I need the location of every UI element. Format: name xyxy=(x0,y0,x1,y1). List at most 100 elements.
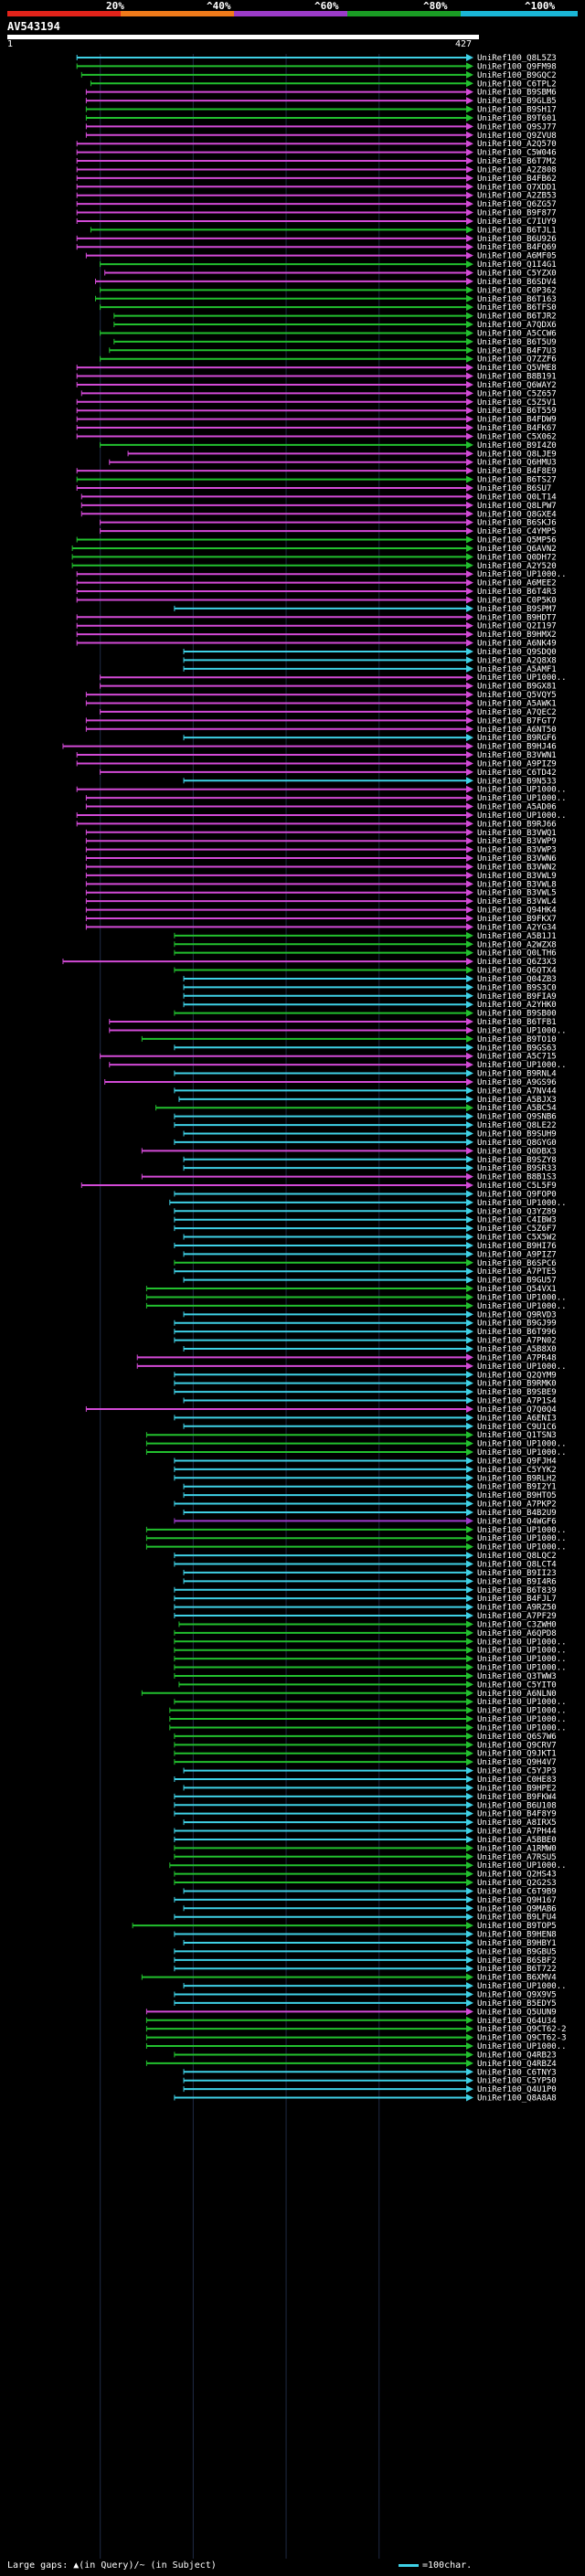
hit-row[interactable]: UniRef100_A6NK49 xyxy=(76,639,557,649)
hit-row[interactable]: UniRef100_C5YIT0 xyxy=(178,1680,557,1690)
hit-row[interactable]: UniRef100_C5Z6F7 xyxy=(174,1224,557,1234)
hit-row[interactable]: UniRef100_UP1000.. xyxy=(109,1061,567,1070)
hit-row[interactable]: UniRef100_B9GLB5 xyxy=(85,97,557,106)
hit-row[interactable]: UniRef100_B4FK67 xyxy=(76,424,557,433)
hit-row[interactable]: UniRef100_B9HTO5 xyxy=(183,1491,557,1500)
hit-row[interactable]: UniRef100_Q8LE22 xyxy=(174,1121,557,1130)
hit-row[interactable]: UniRef100_Q8GYG0 xyxy=(174,1138,557,1148)
hit-row[interactable]: UniRef100_B3VWQ1 xyxy=(85,828,557,838)
hit-row[interactable]: UniRef100_C5YZX0 xyxy=(104,269,557,279)
hit-row[interactable]: UniRef100_C6TNY3 xyxy=(183,2068,557,2077)
hit-row[interactable]: UniRef100_C5YJP3 xyxy=(183,1766,557,1776)
hit-row[interactable]: UniRef100_C0HE83 xyxy=(174,1776,557,1785)
hit-row[interactable]: UniRef100_C5X5W2 xyxy=(183,1233,557,1243)
hit-row[interactable]: UniRef100_Q2HS43 xyxy=(174,1870,557,1880)
hit-row[interactable]: UniRef100_Q7Q0Q4 xyxy=(85,1405,557,1415)
hit-row[interactable]: UniRef100_Q2I197 xyxy=(76,621,557,631)
hit-row[interactable]: UniRef100_A7P1S4 xyxy=(183,1396,557,1406)
hit-row[interactable]: UniRef100_B8B1S3 xyxy=(141,1172,557,1182)
hit-row[interactable]: UniRef100_Q0DH72 xyxy=(71,553,557,562)
hit-row[interactable]: UniRef100_UP1000.. xyxy=(169,1723,567,1733)
hit-row[interactable]: UniRef100_B9SH17 xyxy=(85,105,557,115)
hit-row[interactable]: UniRef100_B9HI76 xyxy=(174,1241,557,1251)
hit-row[interactable]: UniRef100_B9SB00 xyxy=(174,1009,557,1019)
hit-row[interactable]: UniRef100_B3VWL4 xyxy=(85,897,557,906)
hit-row[interactable]: UniRef100_C4YMP5 xyxy=(100,527,557,536)
hit-row[interactable]: UniRef100_A6MF05 xyxy=(85,251,557,261)
hit-row[interactable]: UniRef100_Q4WGF6 xyxy=(174,1517,557,1526)
hit-row[interactable]: UniRef100_A7QEC2 xyxy=(100,707,557,717)
hit-row[interactable]: UniRef100_Q6QTX4 xyxy=(174,966,557,976)
hit-row[interactable]: UniRef100_B6T4R3 xyxy=(76,588,557,597)
hit-row[interactable]: UniRef100_B9RNL4 xyxy=(174,1069,557,1079)
hit-row[interactable]: UniRef100_B9RGF6 xyxy=(183,734,557,743)
hit-row[interactable]: UniRef100_B9F877 xyxy=(76,208,557,218)
hit-row[interactable]: UniRef100_Q0LTH6 xyxy=(174,949,557,959)
hit-row[interactable]: UniRef100_Q6HMU3 xyxy=(109,458,557,468)
hit-row[interactable]: UniRef100_B9I4R6 xyxy=(183,1577,557,1586)
hit-row[interactable]: UniRef100_UP1000.. xyxy=(169,1715,567,1724)
hit-row[interactable]: UniRef100_B6T839 xyxy=(174,1585,557,1595)
hit-row[interactable]: UniRef100_C5W046 xyxy=(76,148,557,158)
hit-row[interactable]: UniRef100_Q94HK4 xyxy=(85,906,557,916)
hit-row[interactable]: UniRef100_Q0DBX3 xyxy=(141,1147,557,1156)
hit-row[interactable]: UniRef100_UP1000.. xyxy=(169,1706,567,1716)
hit-row[interactable]: UniRef100_A7PH44 xyxy=(174,1827,557,1837)
hit-row[interactable]: UniRef100_A2Q8X8 xyxy=(183,656,557,665)
hit-row[interactable]: UniRef100_Q9CT62-3 xyxy=(145,2033,567,2043)
hit-row[interactable]: UniRef100_B6SU7 xyxy=(76,484,551,493)
hit-row[interactable]: UniRef100_A2YHK0 xyxy=(183,1001,557,1010)
hit-row[interactable]: UniRef100_B3VWN1 xyxy=(76,751,557,760)
hit-row[interactable]: UniRef100_C0P362 xyxy=(100,286,557,295)
hit-row[interactable]: UniRef100_A7PR48 xyxy=(136,1353,557,1362)
hit-row[interactable]: UniRef100_B9HJ46 xyxy=(62,742,557,752)
hit-row[interactable]: UniRef100_Q3YZ89 xyxy=(174,1207,557,1216)
hit-row[interactable]: UniRef100_UP1000.. xyxy=(145,1439,567,1449)
hit-row[interactable]: UniRef100_C5YYK2 xyxy=(174,1465,557,1475)
hit-row[interactable]: UniRef100_Q2G2S3 xyxy=(174,1879,557,1888)
hit-row[interactable]: UniRef100_Q9ZVU8 xyxy=(85,131,557,141)
hit-row[interactable]: UniRef100_B9SUH9 xyxy=(183,1129,557,1140)
hit-row[interactable]: UniRef100_UP1000.. xyxy=(169,1198,567,1208)
hit-row[interactable]: UniRef100_UP1000.. xyxy=(174,1663,567,1673)
hit-row[interactable]: UniRef100_UP1000.. xyxy=(174,1698,567,1707)
hit-row[interactable]: UniRef100_UP1000.. xyxy=(183,1982,567,1991)
hit-row[interactable]: UniRef100_B6TJL1 xyxy=(90,226,557,235)
hit-row[interactable]: UniRef100_B9HPE2 xyxy=(183,1784,557,1793)
hit-row[interactable]: UniRef100_B9FKX7 xyxy=(85,915,557,924)
hit-row[interactable]: UniRef100_A5B8X0 xyxy=(183,1345,557,1354)
hit-row[interactable]: UniRef100_B9GU57 xyxy=(183,1276,557,1286)
hit-row[interactable]: UniRef100_B6U108 xyxy=(174,1801,557,1810)
hit-row[interactable]: UniRef100_B6SDV4 xyxy=(95,277,557,287)
hit-row[interactable]: UniRef100_A6NLN0 xyxy=(141,1689,557,1699)
hit-row[interactable]: UniRef100_A5BBE0 xyxy=(174,1835,557,1845)
hit-row[interactable]: UniRef100_B6TS27 xyxy=(76,475,557,485)
hit-row[interactable]: UniRef100_A9GS96 xyxy=(104,1077,557,1087)
hit-row[interactable]: UniRef100_UP1000.. xyxy=(109,1026,567,1035)
hit-row[interactable]: UniRef100_B9SBM6 xyxy=(85,88,557,98)
hit-row[interactable]: UniRef100_Q2QYM9 xyxy=(174,1371,557,1380)
hit-row[interactable]: UniRef100_C5Z5V1 xyxy=(76,398,557,408)
hit-row[interactable]: UniRef100_Q9JKT1 xyxy=(174,1749,557,1759)
hit-row[interactable]: UniRef100_B9HMX2 xyxy=(76,631,557,640)
hit-row[interactable]: UniRef100_B9SBE9 xyxy=(174,1388,557,1397)
hit-row[interactable]: UniRef100_A5BC54 xyxy=(155,1104,557,1113)
hit-row[interactable]: UniRef100_Q04ZB3 xyxy=(183,974,557,984)
hit-row[interactable]: UniRef100_B9GS63 xyxy=(174,1044,557,1053)
hit-row[interactable]: UniRef100_B6T559 xyxy=(76,407,557,416)
hit-row[interactable]: UniRef100_Q9RVD3 xyxy=(183,1310,557,1320)
hit-row[interactable]: UniRef100_Q9FOP0 xyxy=(174,1190,557,1199)
hit-row[interactable]: UniRef100_A2YG34 xyxy=(85,923,557,932)
hit-row[interactable]: UniRef100_UP1000.. xyxy=(145,1448,567,1458)
hit-row[interactable]: UniRef100_Q5UUN9 xyxy=(145,2008,557,2017)
hit-row[interactable]: UniRef100_B3VWL8 xyxy=(85,880,557,889)
hit-row[interactable]: UniRef100_B6T722 xyxy=(174,1965,557,1974)
hit-row[interactable]: UniRef100_B9FIA9 xyxy=(183,991,557,1002)
hit-row[interactable]: UniRef100_Q6ZG57 xyxy=(76,200,557,209)
hit-row[interactable]: UniRef100_B4FQ69 xyxy=(76,243,557,252)
hit-row[interactable]: UniRef100_Q4RB23 xyxy=(174,2051,557,2060)
hit-row[interactable]: UniRef100_B9GJ99 xyxy=(174,1319,557,1329)
hit-row[interactable]: UniRef100_B6SKJ6 xyxy=(100,518,557,528)
hit-row[interactable]: UniRef100_A2Q570 xyxy=(76,140,557,149)
hit-row[interactable]: UniRef100_Q9FJH4 xyxy=(174,1457,557,1466)
